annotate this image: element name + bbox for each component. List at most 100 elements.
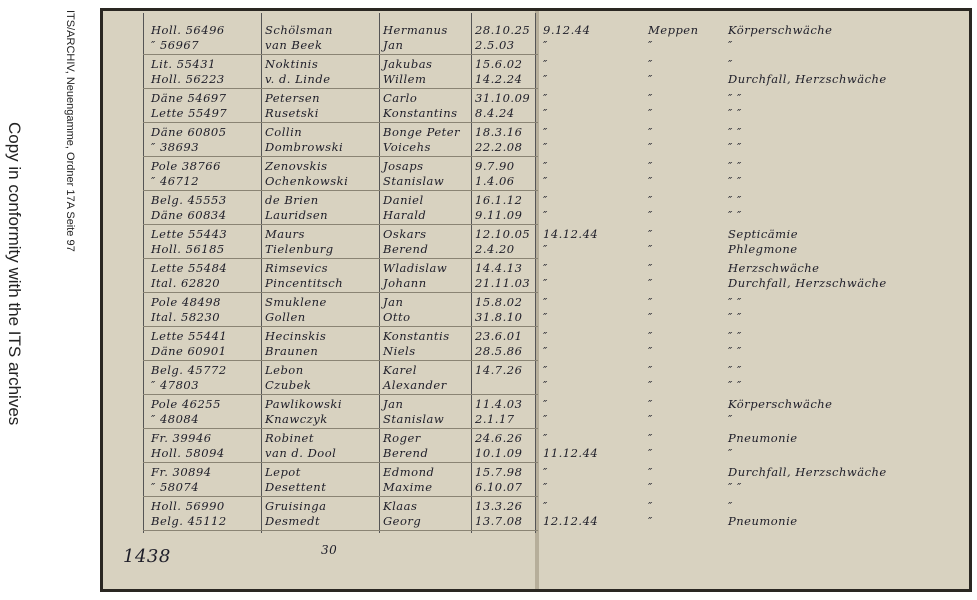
births-cell: 14.7.26 bbox=[475, 363, 523, 377]
deaths-cell: ″ bbox=[543, 363, 548, 377]
surnames-cell: Noktinis bbox=[265, 57, 319, 71]
causes-cell: ″ ″ bbox=[728, 140, 742, 154]
first-names-cell: Niels bbox=[383, 344, 416, 358]
page-fold bbox=[535, 11, 539, 589]
ids-cell: Belg. 45772 bbox=[151, 363, 227, 377]
surnames-cell: Desmedt bbox=[265, 514, 321, 528]
causes-cell: ″ bbox=[728, 446, 733, 460]
causes-cell: ″ ″ bbox=[728, 125, 742, 139]
births-cell: 9.11.09 bbox=[475, 208, 523, 222]
row-rule bbox=[143, 122, 538, 123]
surnames-cell: Czubek bbox=[265, 378, 312, 392]
surnames-cell: Zenovskis bbox=[265, 159, 328, 173]
births-cell: 14.4.13 bbox=[475, 261, 523, 275]
places-cell: ″ bbox=[648, 295, 653, 309]
ids-cell: Belg. 45553 bbox=[151, 193, 227, 207]
row-rule bbox=[143, 360, 538, 361]
ids-cell: Ital. 58230 bbox=[151, 310, 221, 324]
places-cell: ″ bbox=[648, 480, 653, 494]
first-names-cell: Johann bbox=[383, 276, 427, 290]
ids-cell: Belg. 45112 bbox=[151, 514, 227, 528]
column-rule bbox=[379, 13, 380, 533]
births-cell: 15.8.02 bbox=[475, 295, 523, 309]
births-cell: 15.7.98 bbox=[475, 465, 523, 479]
ids-cell: Däne 60805 bbox=[151, 125, 227, 139]
deaths-cell: ″ bbox=[543, 344, 548, 358]
ids-cell: Fr. 39946 bbox=[151, 431, 212, 445]
causes-cell: ″ ″ bbox=[728, 174, 742, 188]
first-names-cell: Oskars bbox=[383, 227, 427, 241]
ids-cell: Holl. 56496 bbox=[151, 23, 225, 37]
first-names-cell: Georg bbox=[383, 514, 422, 528]
row-rule bbox=[143, 496, 538, 497]
surnames-cell: Pawlikowski bbox=[265, 397, 343, 411]
places-cell: ″ bbox=[648, 276, 653, 290]
row-rule bbox=[143, 394, 538, 395]
deaths-cell: ″ bbox=[543, 295, 548, 309]
places-cell: ″ bbox=[648, 57, 653, 71]
ids-cell: Pole 46255 bbox=[151, 397, 221, 411]
births-cell: 1.4.06 bbox=[475, 174, 515, 188]
column-rule bbox=[471, 13, 472, 533]
row-rule bbox=[143, 530, 538, 531]
births-cell: 15.6.02 bbox=[475, 57, 523, 71]
deaths-cell: ″ bbox=[543, 465, 548, 479]
first-names-cell: Willem bbox=[383, 72, 427, 86]
row-rule bbox=[143, 190, 538, 191]
row-rule bbox=[143, 54, 538, 55]
causes-cell: ″ ″ bbox=[728, 378, 742, 392]
deaths-cell: ″ bbox=[543, 208, 548, 222]
places-cell: ″ bbox=[648, 397, 653, 411]
births-cell: 11.4.03 bbox=[475, 397, 523, 411]
first-names-cell: Edmond bbox=[383, 465, 435, 479]
ids-cell: Pole 48498 bbox=[151, 295, 221, 309]
first-names-cell: Stanislaw bbox=[383, 174, 445, 188]
deaths-cell: ″ bbox=[543, 106, 548, 120]
first-names-cell: Jakubas bbox=[383, 57, 433, 71]
ids-cell: Däne 60834 bbox=[151, 208, 227, 222]
ids-cell: Holl. 56990 bbox=[151, 499, 225, 513]
ids-cell: Lette 55484 bbox=[151, 261, 228, 275]
deaths-cell: ″ bbox=[543, 329, 548, 343]
births-cell: 31.10.09 bbox=[475, 91, 531, 105]
ids-cell: Holl. 56223 bbox=[151, 72, 225, 86]
first-names-cell: Roger bbox=[383, 431, 421, 445]
deaths-cell: ″ bbox=[543, 499, 548, 513]
births-cell: 6.10.07 bbox=[475, 480, 523, 494]
ids-cell: Pole 38766 bbox=[151, 159, 221, 173]
places-cell: ″ bbox=[648, 310, 653, 324]
surnames-cell: Desettent bbox=[265, 480, 327, 494]
row-rule bbox=[143, 258, 538, 259]
causes-cell: ″ ″ bbox=[728, 208, 742, 222]
places-cell: ″ bbox=[648, 465, 653, 479]
surnames-cell: de Brien bbox=[265, 193, 319, 207]
surnames-cell: Maurs bbox=[265, 227, 305, 241]
surnames-cell: van Beek bbox=[265, 38, 323, 52]
places-cell: ″ bbox=[648, 431, 653, 445]
deaths-cell: ″ bbox=[543, 310, 548, 324]
ids-cell: Lette 55497 bbox=[151, 106, 228, 120]
first-names-cell: Harald bbox=[383, 208, 427, 222]
places-cell: ″ bbox=[648, 378, 653, 392]
causes-cell: ″ ″ bbox=[728, 310, 742, 324]
scanned-sheet: 1438 30 Holl. 56496 ″ 56967 Schölsman van B… bbox=[100, 8, 972, 592]
ids-cell: Holl. 56185 bbox=[151, 242, 225, 256]
places-cell: ″ bbox=[648, 227, 653, 241]
surnames-cell: van d. Dool bbox=[265, 446, 337, 460]
archive-stamp: Copy in conformity with the ITS archives bbox=[5, 122, 24, 426]
births-cell: 2.4.20 bbox=[475, 242, 515, 256]
first-names-cell: Konstantis bbox=[383, 329, 450, 343]
places-cell: ″ bbox=[648, 329, 653, 343]
deaths-cell: 12.12.44 bbox=[543, 514, 599, 528]
places-cell: ″ bbox=[648, 261, 653, 275]
deaths-cell: ″ bbox=[543, 174, 548, 188]
surnames-cell: Lebon bbox=[265, 363, 304, 377]
deaths-cell: ″ bbox=[543, 193, 548, 207]
causes-cell: ″ bbox=[728, 412, 733, 426]
first-names-cell: Berend bbox=[383, 242, 429, 256]
causes-cell: Körperschwäche bbox=[728, 397, 833, 411]
ids-cell: Däne 54697 bbox=[151, 91, 227, 105]
places-cell: ″ bbox=[648, 193, 653, 207]
deaths-cell: ″ bbox=[543, 412, 548, 426]
places-cell: ″ bbox=[648, 412, 653, 426]
